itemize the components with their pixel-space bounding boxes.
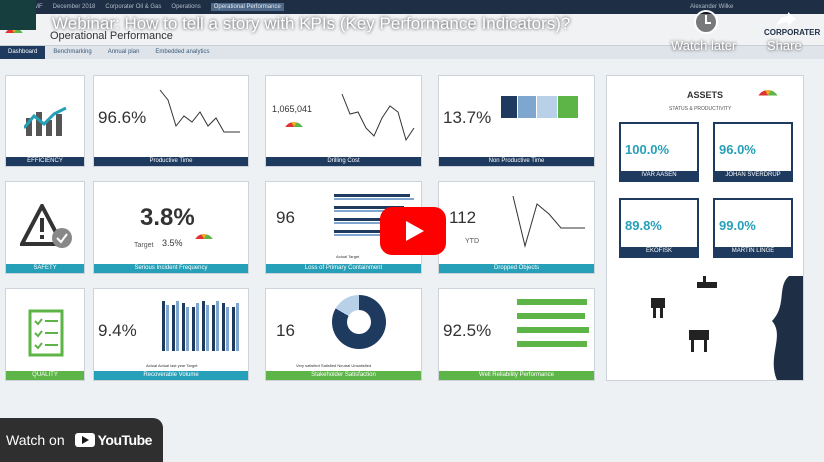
watch-later-label[interactable]: Watch later [671, 38, 737, 53]
line-chart [159, 89, 240, 133]
checklist-icon [28, 309, 64, 357]
kpi-value: 9.4% [98, 321, 137, 340]
horizontal-bar-chart [517, 299, 589, 347]
tile-label: Loss of Primary Containment [266, 264, 421, 273]
tile-label: QUALITY [6, 371, 84, 380]
youtube-icon [74, 433, 95, 447]
share-icon[interactable] [774, 10, 798, 30]
assets-panel: ASSETS STATUS & PRODUCTIVITY 100.0% IVAR… [606, 75, 804, 381]
clock-icon[interactable] [694, 10, 718, 34]
asset-name: IVAR AASEN [621, 171, 697, 180]
tile-serious-incident[interactable]: 3.8% Target 3.5% Serious Incident Freque… [93, 181, 249, 274]
tile-drilling-cost[interactable]: 1,065,041 Drilling Cost [265, 75, 422, 167]
nav-item-current[interactable]: Operational Performance [210, 3, 284, 11]
target-value: 3.5% [162, 238, 183, 248]
tile-non-productive-time[interactable]: 13.7% Non Productive Time [438, 75, 595, 167]
nav-item-company[interactable]: Corporater Oil & Gas [105, 4, 162, 10]
kpi-value: 16 [276, 321, 295, 340]
column-chart [162, 301, 239, 351]
tile-label: EFFICIENCY [6, 157, 84, 166]
asset-name: MARTIN LINGE [715, 247, 791, 256]
tab-bar: Dashboard Benchmarking Annual plan Embed… [0, 46, 824, 59]
tile-label: Non Productive Time [439, 157, 594, 166]
kpi-value: 92.5% [443, 321, 492, 340]
tile-stakeholder[interactable]: 16 Very satisfied Satisfied Neutral Unsa… [265, 288, 422, 381]
chart-legend: Actual Target [336, 254, 360, 259]
gauge-icon [4, 28, 24, 38]
asset-name: EKOFISK [621, 247, 697, 256]
tile-label: Well Reliability Performance [439, 371, 594, 380]
asset-value: 89.8% [625, 218, 662, 233]
tile-label: SAFETY [6, 264, 84, 273]
tile-label: Serious Incident Frequency [94, 264, 248, 273]
page-header: Operational Performance [0, 14, 824, 46]
tab-benchmarking[interactable]: Benchmarking [53, 49, 92, 55]
app-top-bar: BMF December 2018 Corporater Oil & Gas O… [0, 0, 824, 14]
nav-item-operations[interactable]: Operations [171, 4, 201, 10]
tile-efficiency[interactable]: EFFICIENCY [5, 75, 85, 167]
chart-legend: Actual Actual last year Target [146, 363, 198, 368]
tile-label: Drilling Cost [266, 157, 421, 166]
tile-dropped-objects[interactable]: 112 YTD Dropped Objects [438, 181, 595, 274]
kpi-value: 96 [276, 208, 295, 227]
channel-avatar[interactable] [0, 0, 36, 30]
video-title[interactable]: Webinar: How to tell a story with KPIs (… [52, 14, 571, 33]
asset-card-ekofisk[interactable]: 89.8% EKOFISK [619, 198, 699, 258]
assets-subtitle: STATUS & PRODUCTIVITY [669, 106, 732, 112]
kpi-value: 1,065,041 [272, 104, 313, 114]
gauge-icon [284, 122, 304, 132]
asset-card-ivar-aasen[interactable]: 100.0% IVAR AASEN [619, 122, 699, 182]
stacked-bar-chart [501, 96, 578, 118]
page-title: Operational Performance [50, 30, 173, 42]
warning-icon [20, 204, 72, 248]
tile-recoverable-volume[interactable]: 9.4% Actual Actual last year Target Reco… [93, 288, 249, 381]
tile-well-reliability[interactable]: 92.5% Well Reliability Performance [438, 288, 595, 381]
assets-title: ASSETS [687, 90, 724, 100]
tile-label: Dropped Objects [439, 264, 594, 273]
watch-on-label: Watch on [6, 432, 65, 448]
asset-value: 96.0% [719, 142, 756, 157]
map-illustration [651, 276, 803, 380]
donut-chart [332, 295, 386, 349]
kpi-value: 3.8% [140, 204, 195, 231]
user-name[interactable]: Alexander Wilke [690, 4, 734, 10]
gauge-icon [194, 234, 214, 244]
tile-label: Stakeholder Satisfaction [266, 371, 421, 380]
line-chart [341, 93, 415, 142]
asset-card-martin-linge[interactable]: 99.0% MARTIN LINGE [713, 198, 793, 258]
trend-chart-icon [24, 106, 67, 136]
channel-brand: CORPORATER [764, 28, 821, 37]
tab-embedded-analytics[interactable]: Embedded analytics [155, 49, 210, 55]
chart-legend: Very satisfied Satisfied Neutral Unsatis… [296, 363, 372, 368]
tab-annual-plan[interactable]: Annual plan [107, 49, 140, 55]
gauge-icon [757, 90, 779, 101]
play-button[interactable] [380, 207, 446, 255]
nav-item-home[interactable]: BMF [30, 4, 43, 10]
tile-label: Productive Time [94, 157, 248, 166]
asset-value: 100.0% [625, 142, 670, 157]
target-label: Target [134, 242, 154, 249]
dashboard-area: EFFICIENCY 96.6% Productive Time 1,065,0… [0, 59, 824, 462]
tile-quality[interactable]: QUALITY [5, 288, 85, 381]
nav-item-period[interactable]: December 2018 [52, 4, 96, 10]
ytd-label: YTD [465, 238, 479, 245]
kpi-value: 112 [449, 208, 477, 227]
asset-value: 99.0% [719, 218, 756, 233]
tile-safety[interactable]: SAFETY [5, 181, 85, 274]
play-icon [406, 221, 424, 241]
horizontal-bar-chart [334, 194, 414, 236]
asset-name: JOHAN SVERDRUP [715, 171, 791, 180]
tile-productive-time[interactable]: 96.6% Productive Time [93, 75, 249, 167]
kpi-value: 13.7% [443, 108, 492, 127]
watch-on-youtube-button[interactable]: Watch on YouTube [0, 418, 163, 462]
youtube-logo: YouTube [74, 432, 152, 448]
line-chart [512, 195, 585, 248]
share-label[interactable]: Share [767, 38, 802, 53]
asset-card-johan-sverdrup[interactable]: 96.0% JOHAN SVERDRUP [713, 122, 793, 182]
tile-label: Recoverable Volume [94, 371, 248, 380]
tab-dashboard[interactable]: Dashboard [0, 46, 46, 59]
kpi-value: 96.6% [98, 108, 147, 127]
